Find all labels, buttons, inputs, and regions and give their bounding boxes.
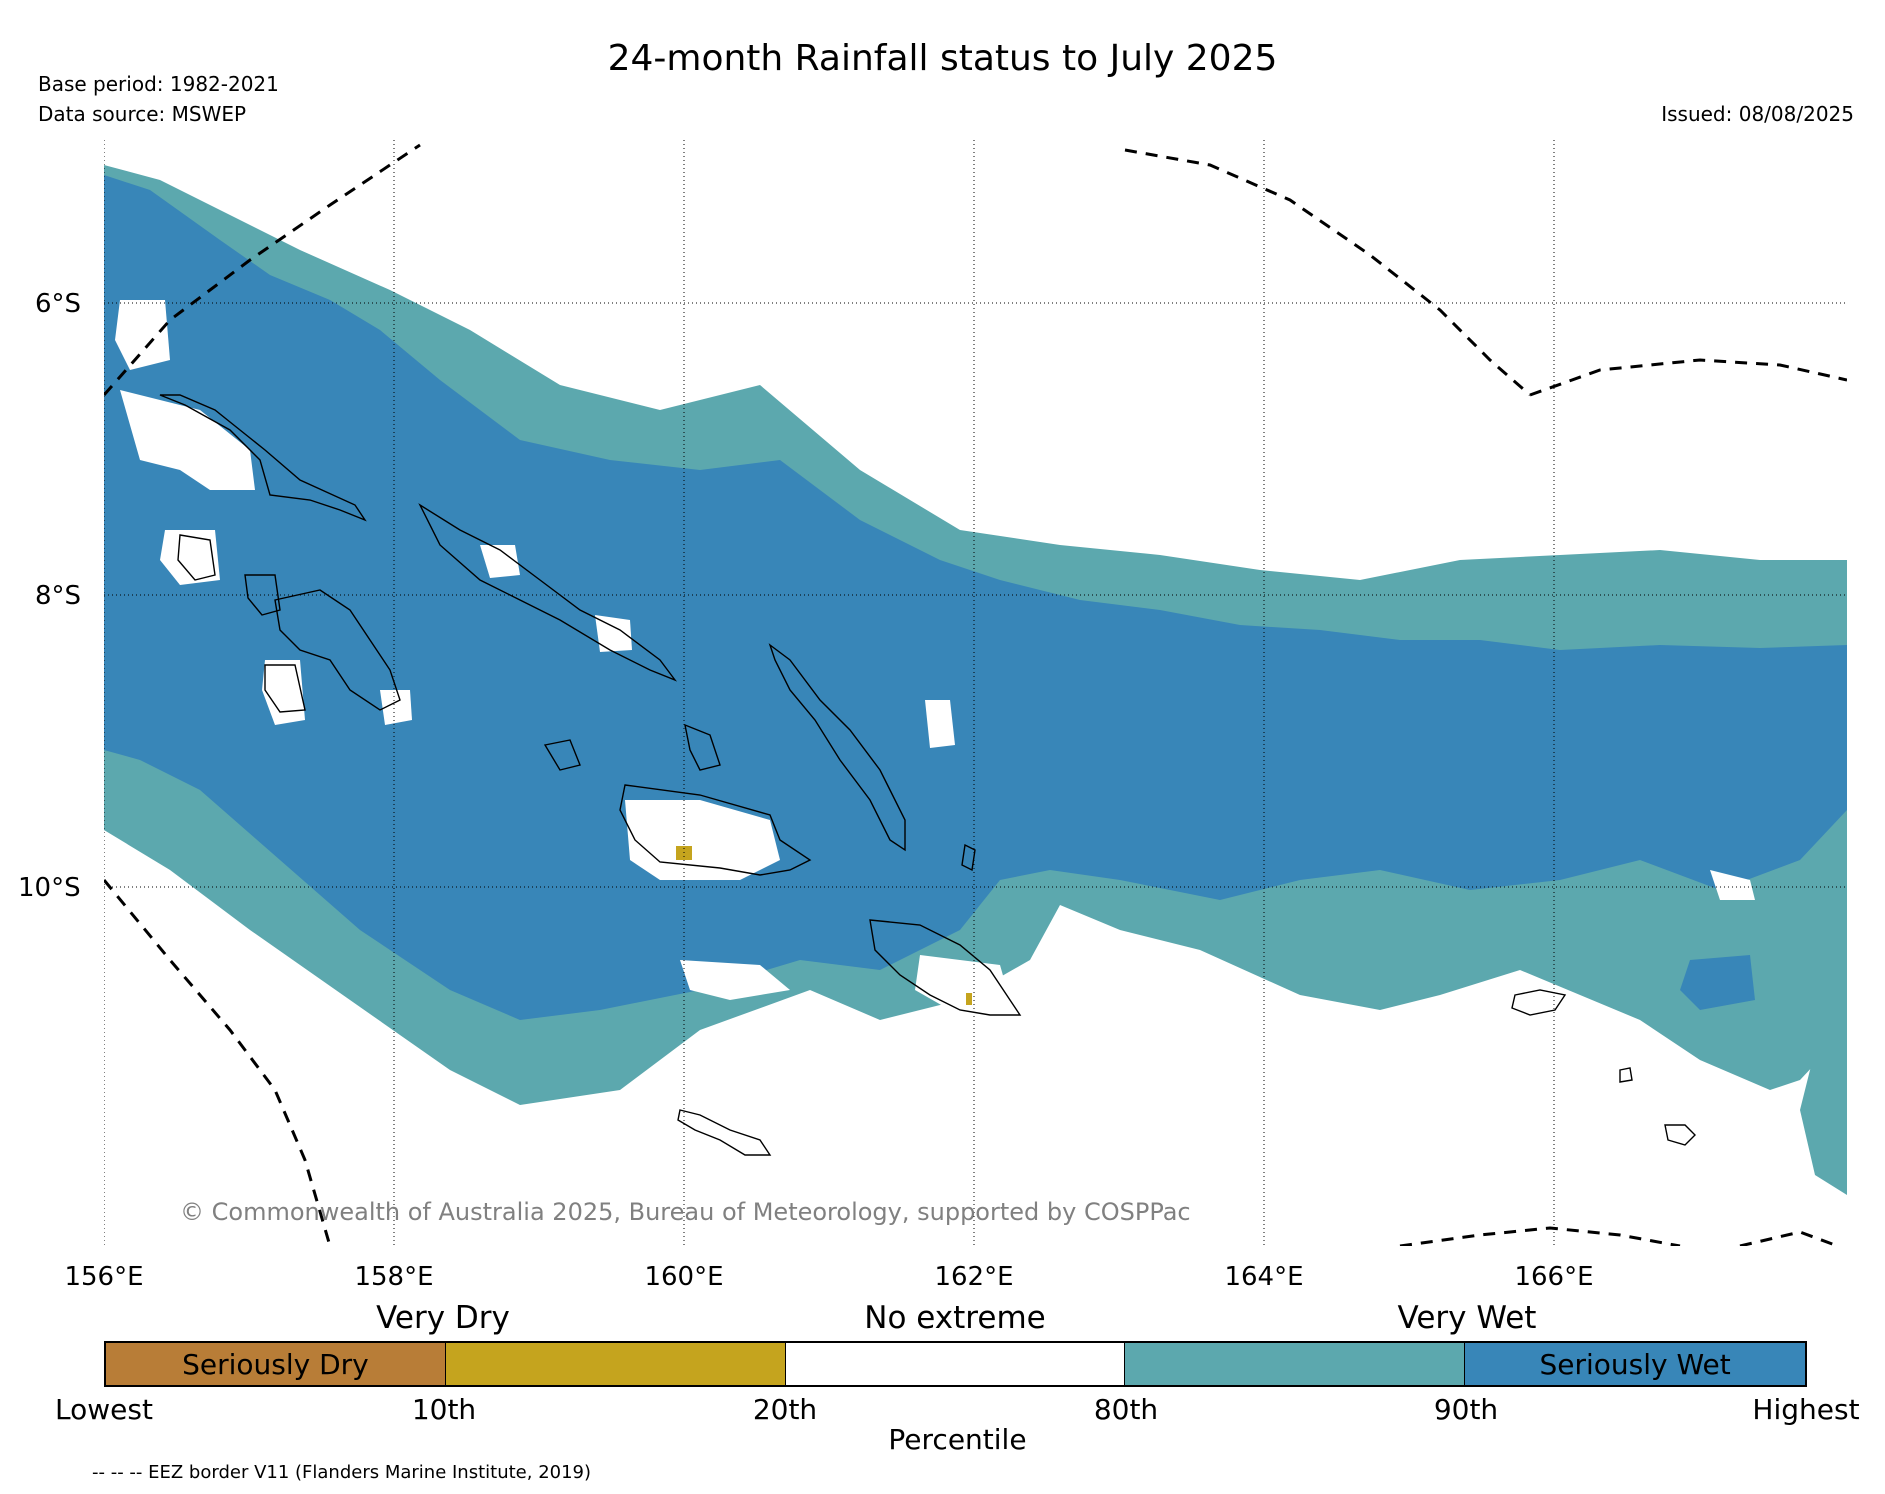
lat-label-6s: 6°S <box>35 289 81 319</box>
legend-seg-very-wet <box>1125 1343 1466 1385</box>
no-extreme-patch-9 <box>925 700 955 748</box>
data-source-note: Data source: MSWEP <box>38 102 247 126</box>
no-extreme-patch-5 <box>480 545 520 578</box>
legend-tick-20th: 20th <box>752 1393 818 1426</box>
legend-seg-no-extreme <box>785 1343 1126 1385</box>
legend-category-no-extreme: No extreme <box>864 1300 1046 1336</box>
no-extreme-patch-8 <box>625 800 780 880</box>
no-extreme-patch-4 <box>262 660 305 725</box>
legend-seg-very-dry <box>445 1343 786 1385</box>
legend-tick-highest: Highest <box>1752 1393 1860 1426</box>
seriously-wet-region <box>104 175 1847 1020</box>
seriously-wet-region-se <box>1680 955 1755 1010</box>
no-extreme-patch-11 <box>680 960 790 1000</box>
lon-label-156e: 156°E <box>64 1262 143 1292</box>
lon-label-160e: 160°E <box>644 1262 723 1292</box>
no-extreme-patch-2 <box>120 390 255 490</box>
legend-seg-seriously-wet: Seriously Wet <box>1465 1343 1805 1385</box>
no-extreme-patch-10 <box>915 955 1010 1010</box>
lon-label-164e: 164°E <box>1224 1262 1303 1292</box>
legend-category-very-wet: Very Wet <box>1397 1300 1537 1336</box>
very-wet-region-south <box>1800 1030 1847 1195</box>
no-extreme-patch-1 <box>115 300 170 370</box>
legend-tick-80th: 80th <box>1093 1393 1159 1426</box>
eez-border-note: -- -- -- EEZ border V11 (Flanders Marine… <box>92 1462 592 1483</box>
legend-category-very-dry: Very Dry <box>376 1300 510 1336</box>
legend-colorbar: Seriously Dry Seriously Wet <box>104 1341 1807 1387</box>
legend-tick-10th: 10th <box>411 1393 477 1426</box>
legend-axis-label: Percentile <box>888 1423 1027 1456</box>
copyright-notice: © Commonwealth of Australia 2025, Bureau… <box>180 1198 1191 1226</box>
graticule <box>104 140 1847 1246</box>
lat-label-8s: 8°S <box>35 581 81 611</box>
no-extreme-patch-12 <box>1710 870 1755 900</box>
lon-label-162e: 162°E <box>934 1262 1013 1292</box>
base-period-note: Base period: 1982-2021 <box>38 72 279 96</box>
lon-label-166e: 166°E <box>1514 1262 1593 1292</box>
very-dry-cell <box>966 993 972 1005</box>
lat-label-10s: 10°S <box>18 873 81 903</box>
lon-label-158e: 158°E <box>354 1262 433 1292</box>
no-extreme-patch-3 <box>160 530 220 585</box>
issued-date: Issued: 08/08/2025 <box>1661 102 1854 126</box>
eez-border <box>104 143 1847 1246</box>
legend-tick-90th: 90th <box>1433 1393 1499 1426</box>
coastlines <box>159 394 1696 1156</box>
no-extreme-patch-7 <box>380 690 412 725</box>
map-title: 24-month Rainfall status to July 2025 <box>607 38 1278 79</box>
legend-tick-lowest: Lowest <box>55 1393 153 1426</box>
no-extreme-patch-6 <box>595 615 632 652</box>
legend-seg-seriously-dry: Seriously Dry <box>106 1343 446 1385</box>
